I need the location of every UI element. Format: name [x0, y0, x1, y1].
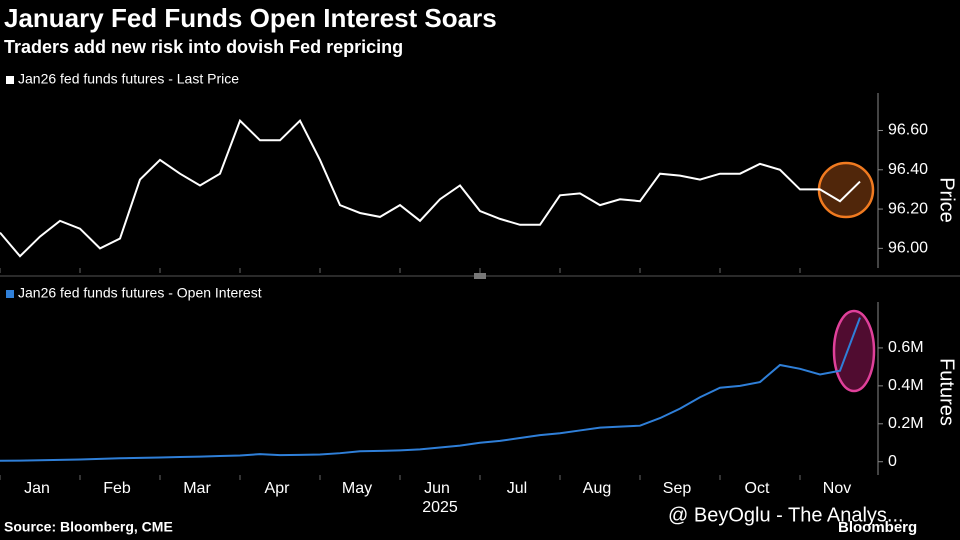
y-axis-label: Price	[936, 177, 958, 223]
y-tick-label: 0.6M	[888, 339, 924, 356]
y-tick-label: 0.4M	[888, 377, 924, 394]
brand: Bloomberg	[838, 519, 917, 536]
y-tick-label: 96.60	[888, 122, 928, 139]
x-tick-label: Feb	[103, 480, 131, 497]
x-tick-label: Mar	[183, 480, 211, 497]
x-axis-label: 2025	[422, 499, 458, 516]
x-tick-label: Nov	[823, 480, 851, 497]
legend-swatch	[6, 290, 14, 298]
x-tick-label: Jun	[424, 480, 450, 497]
y-tick-label: 96.40	[888, 161, 928, 178]
x-tick-label: Apr	[265, 480, 291, 497]
y-tick-label: 96.20	[888, 200, 928, 217]
source: Source: Bloomberg, CME	[4, 519, 173, 535]
x-tick-label: May	[342, 480, 372, 497]
data-line	[0, 118, 861, 258]
highlight-circle	[817, 161, 875, 219]
x-tick-label: Jul	[507, 480, 527, 497]
data-line	[0, 317, 861, 462]
legend-label: Jan26 fed funds futures - Open Interest	[18, 285, 262, 301]
legend-swatch	[6, 76, 14, 84]
x-tick-label: Sep	[663, 480, 692, 497]
x-tick-label: Jan	[24, 480, 50, 497]
x-tick-label: Aug	[583, 480, 611, 497]
divider-handle	[474, 273, 486, 279]
y-tick-label: 0.2M	[888, 415, 924, 432]
subtitle: Traders add new risk into dovish Fed rep…	[4, 37, 403, 57]
x-tick-label: Oct	[745, 480, 770, 497]
watermark: @ BeyOglu - The Analys...	[668, 504, 904, 526]
title: January Fed Funds Open Interest Soars	[4, 3, 497, 33]
y-tick-label: 0	[888, 453, 897, 470]
highlight-ellipse	[832, 309, 876, 393]
legend-label: Jan26 fed funds futures - Last Price	[18, 71, 239, 87]
y-axis-label: Futures	[936, 358, 958, 426]
y-tick-label: 96.00	[888, 240, 928, 257]
